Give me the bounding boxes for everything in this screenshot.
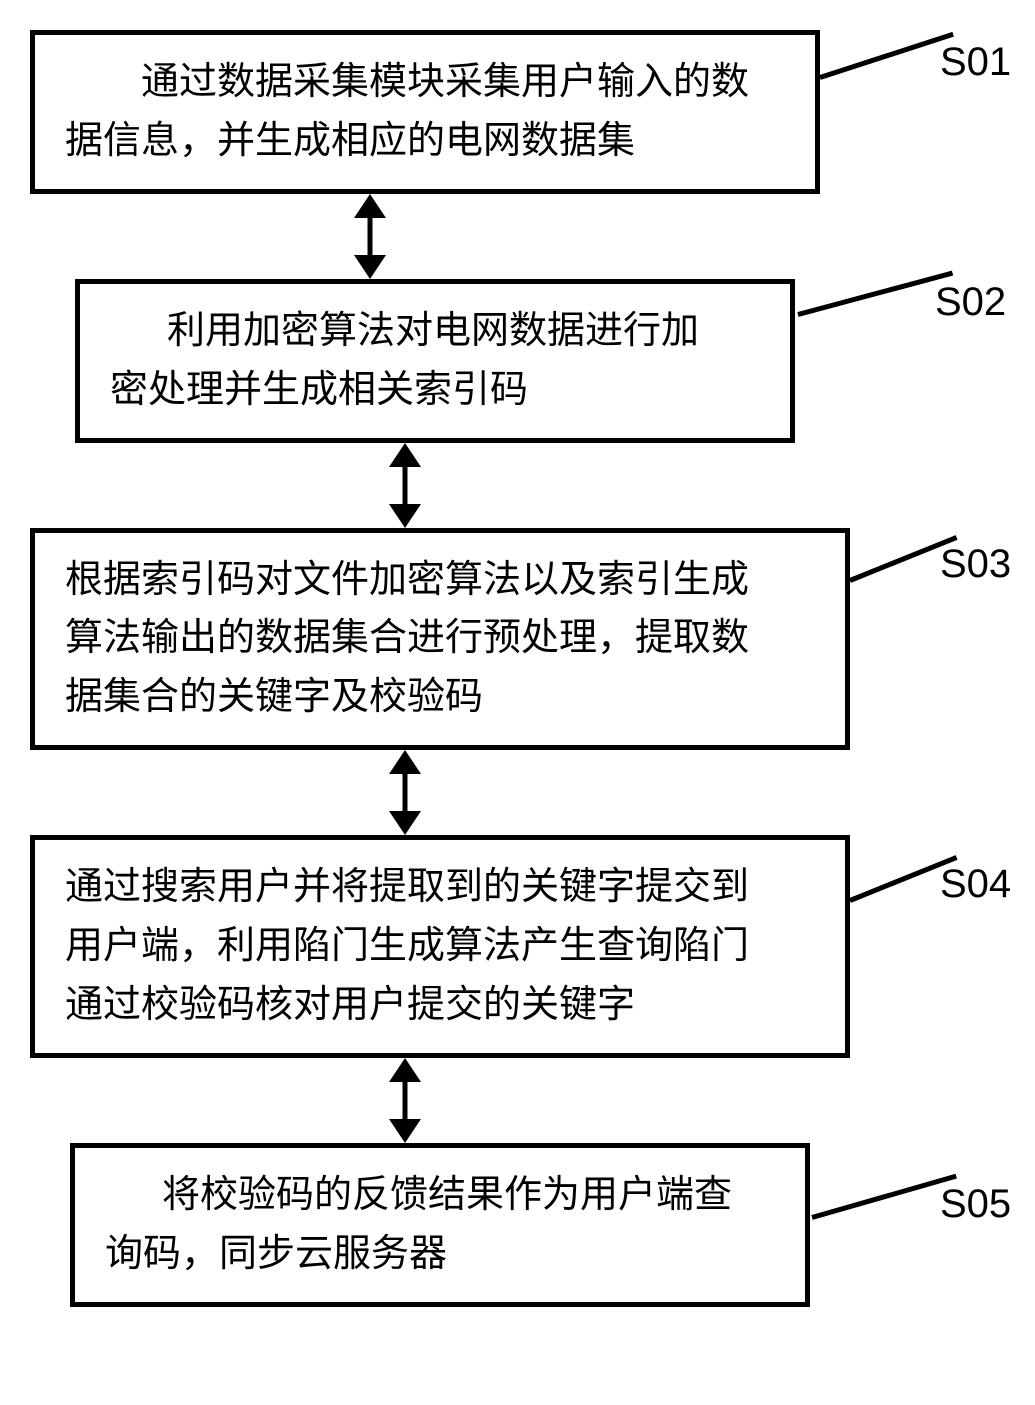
step-label-1: S01 [940,40,1011,85]
step-label-3: S03 [940,542,1011,587]
step-2-line-1: 利用加密算法对电网数据进行加 [110,302,760,361]
step-3-line-1: 根据索引码对文件加密算法以及索引生成 [65,551,815,610]
connector-line [368,214,373,259]
step-label-5: S05 [940,1182,1011,1227]
label-line-1 [819,32,954,80]
step-4-line-2: 用户端，利用陷门生成算法产生查询陷门 [65,917,815,976]
step-5-line-2: 询码，同步云服务器 [105,1225,775,1284]
connector-3-4 [355,750,455,835]
connector-1-2 [320,194,420,279]
arrow-down-icon [389,811,421,835]
label-line-5 [811,1174,957,1220]
step-4-line-3: 通过校验码核对用户提交的关键字 [65,976,815,1035]
flowchart-container: 通过数据采集模块采集用户输入的数 据信息，并生成相应的电网数据集 利用加密算法对… [30,30,1020,1307]
flow-step-5: 将校验码的反馈结果作为用户端查 询码，同步云服务器 [70,1143,810,1307]
step-5-line-1: 将校验码的反馈结果作为用户端查 [105,1166,775,1225]
step-1-line-2: 据信息，并生成相应的电网数据集 [65,112,785,171]
arrow-down-icon [389,1119,421,1143]
step-label-4: S04 [940,862,1011,907]
step-3-line-3: 据集合的关键字及校验码 [65,668,815,727]
arrow-down-icon [354,255,386,279]
connector-4-5 [355,1058,455,1143]
connector-2-3 [355,443,455,528]
flow-step-4: 通过搜索用户并将提取到的关键字提交到 用户端，利用陷门生成算法产生查询陷门 通过… [30,835,850,1058]
arrow-down-icon [389,504,421,528]
step-2-line-2: 密处理并生成相关索引码 [110,361,760,420]
connector-line [403,463,408,508]
connector-line [403,1078,408,1123]
flow-step-2: 利用加密算法对电网数据进行加 密处理并生成相关索引码 [75,279,795,443]
step-1-line-1: 通过数据采集模块采集用户输入的数 [65,53,785,112]
step-4-line-1: 通过搜索用户并将提取到的关键字提交到 [65,858,815,917]
step-label-2: S02 [935,280,1006,325]
step-3-line-2: 算法输出的数据集合进行预处理，提取数 [65,609,815,668]
connector-line [403,770,408,815]
flow-step-1: 通过数据采集模块采集用户输入的数 据信息，并生成相应的电网数据集 [30,30,820,194]
flow-step-3: 根据索引码对文件加密算法以及索引生成 算法输出的数据集合进行预处理，提取数 据集… [30,528,850,751]
label-line-2 [797,271,953,317]
